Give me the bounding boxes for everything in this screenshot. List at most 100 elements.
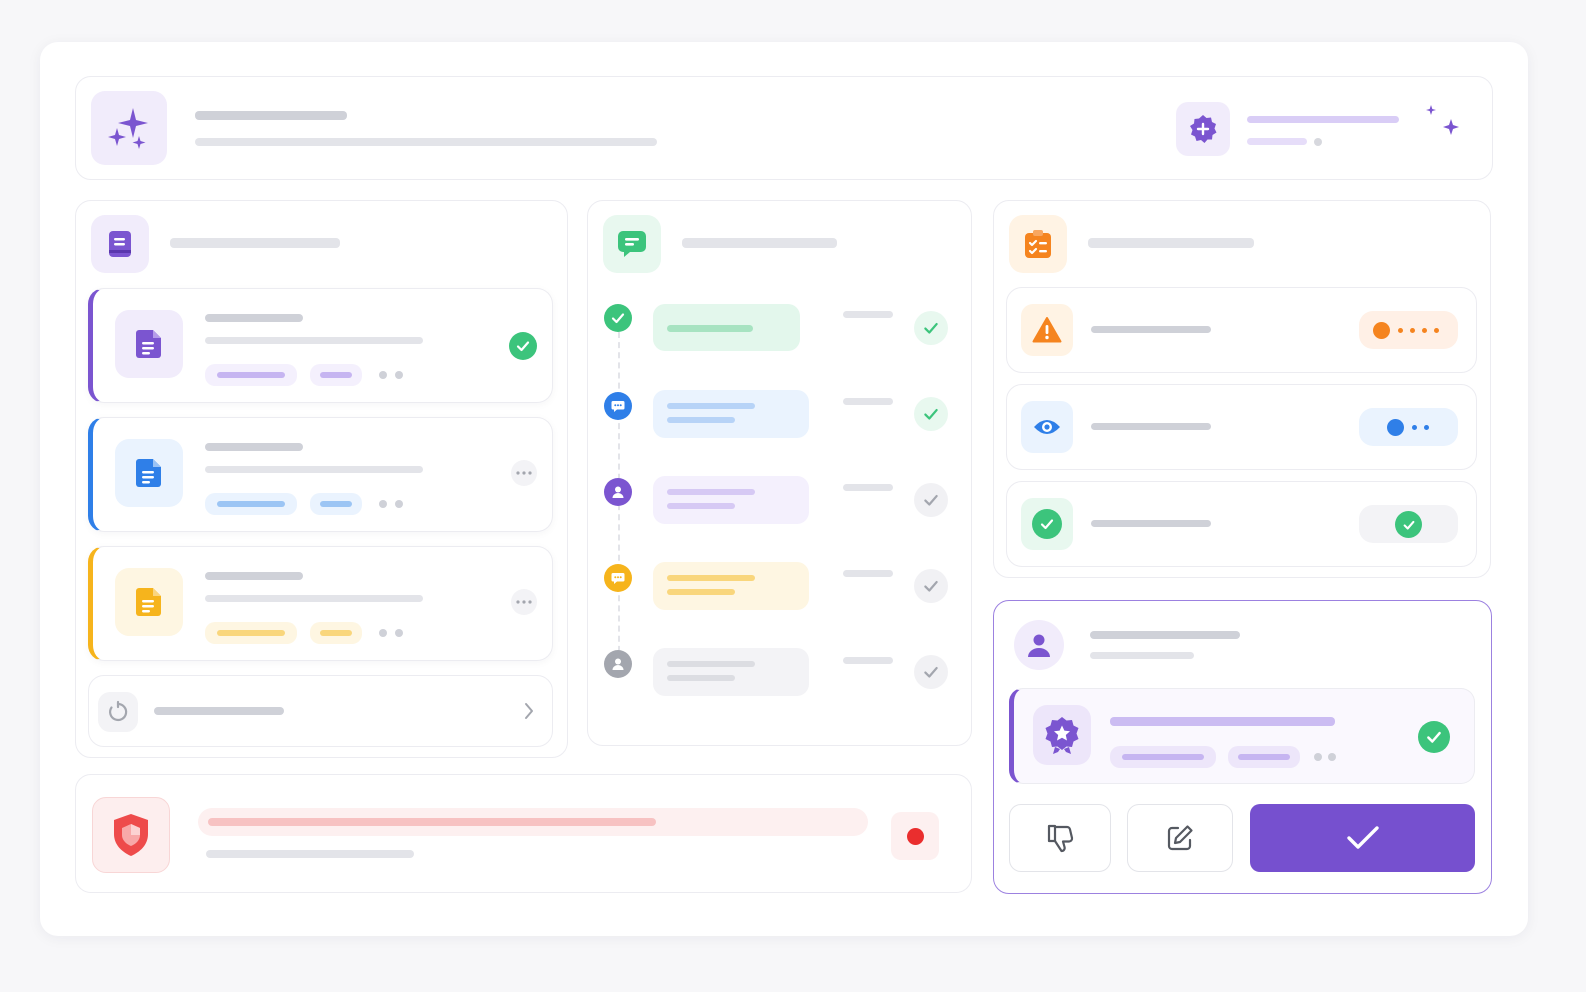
chat-icon	[616, 228, 648, 260]
security-card	[75, 774, 972, 893]
documents-panel-title-placeholder	[170, 238, 340, 248]
check-circle-icon	[1418, 721, 1450, 753]
checklist-icon	[1022, 228, 1054, 260]
document-thumb	[115, 439, 183, 507]
timeline-timestamp-placeholder	[843, 311, 893, 318]
star-badge-tile	[1033, 705, 1091, 765]
profile-status-dot	[1314, 138, 1322, 146]
document-title-placeholder	[205, 572, 303, 580]
timeline-timestamp-placeholder	[843, 570, 893, 577]
documents-panel	[75, 200, 568, 758]
timeline-timestamp-placeholder	[843, 398, 893, 405]
timeline-message[interactable]	[653, 562, 809, 610]
history-row[interactable]	[88, 675, 553, 747]
more-icon[interactable]	[511, 589, 537, 615]
document-icon	[135, 458, 163, 488]
more-dot	[1328, 753, 1336, 761]
star-badge-icon	[1043, 715, 1081, 755]
step-pending-check-icon	[914, 569, 948, 603]
reviewer-avatar	[1014, 620, 1064, 670]
chevron-right-icon[interactable]	[521, 700, 537, 722]
document-item[interactable]	[88, 546, 553, 661]
checklist-item[interactable]	[1006, 287, 1477, 373]
document-item[interactable]	[88, 417, 553, 532]
app-logo	[91, 91, 167, 165]
step-pending-check-icon	[914, 483, 948, 517]
checklist-item[interactable]	[1006, 384, 1477, 470]
warning-icon	[1032, 316, 1062, 344]
timeline-message[interactable]	[653, 476, 809, 524]
conversation-panel	[587, 200, 972, 746]
checklist-panel-title-placeholder	[1088, 238, 1254, 248]
approval-card	[993, 600, 1492, 894]
more-dot	[379, 371, 387, 379]
sparkles-icon	[105, 104, 153, 152]
timeline-message[interactable]	[653, 390, 809, 438]
document-tag	[205, 364, 297, 386]
step-done-check-icon	[914, 311, 948, 345]
security-status-indicator	[891, 812, 939, 860]
reject-button[interactable]	[1009, 804, 1111, 872]
edit-button[interactable]	[1127, 804, 1233, 872]
thumbs-down-icon	[1044, 822, 1076, 854]
timeline-message[interactable]	[653, 648, 809, 696]
plus-badge-icon	[1187, 113, 1219, 145]
status-dot	[906, 827, 924, 845]
edit-icon	[1165, 823, 1195, 853]
document-thumb	[115, 568, 183, 636]
timeline-message[interactable]	[653, 304, 800, 351]
profile-name-placeholder	[1247, 116, 1399, 123]
history-icon	[106, 700, 130, 724]
approval-item-tag	[1110, 746, 1216, 768]
checklist-item-label-placeholder	[1091, 423, 1211, 430]
step-pending-check-icon	[914, 655, 948, 689]
user-icon	[1024, 630, 1054, 660]
header-title-placeholder	[195, 111, 347, 120]
document-desc-placeholder	[205, 595, 423, 602]
checklist-item-label-placeholder	[1091, 326, 1211, 333]
checklist-item[interactable]	[1006, 481, 1477, 567]
documents-panel-icon-tile	[91, 215, 149, 273]
more-dot	[395, 500, 403, 508]
header-card	[75, 76, 1493, 180]
history-label-placeholder	[154, 707, 284, 715]
checklist-panel-icon-tile	[1009, 215, 1067, 273]
more-dot	[395, 629, 403, 637]
document-desc-placeholder	[205, 466, 423, 473]
document-tag	[310, 622, 362, 644]
document-icon	[135, 329, 163, 359]
document-thumb	[115, 310, 183, 378]
timeline-timestamp-placeholder	[843, 484, 893, 491]
eye-icon	[1032, 417, 1062, 437]
checklist-item-label-placeholder	[1091, 520, 1211, 527]
more-dot	[379, 629, 387, 637]
check-circle-icon	[1395, 511, 1422, 538]
step-done-check-icon	[914, 397, 948, 431]
conversation-panel-icon-tile	[603, 215, 661, 273]
user-icon	[604, 478, 632, 506]
conversation-panel-title-placeholder	[682, 238, 837, 248]
more-icon[interactable]	[511, 460, 537, 486]
status-pill	[1359, 311, 1458, 349]
warning-icon-tile	[1021, 304, 1073, 356]
more-dot	[395, 371, 403, 379]
security-message	[198, 808, 868, 836]
document-title-placeholder	[205, 443, 303, 451]
notebook-icon	[105, 229, 135, 259]
security-meta-placeholder	[206, 850, 414, 858]
profile-badge[interactable]	[1176, 102, 1230, 156]
document-title-placeholder	[205, 314, 303, 322]
user-icon	[604, 650, 632, 678]
chat-bubble-icon	[604, 564, 632, 592]
approve-button[interactable]	[1250, 804, 1475, 872]
document-tag	[310, 493, 362, 515]
approval-item-tag	[1228, 746, 1300, 768]
approval-item[interactable]	[1009, 688, 1475, 784]
document-icon	[135, 587, 163, 617]
document-tag	[310, 364, 362, 386]
app-frame	[40, 42, 1528, 936]
reviewer-meta-placeholder	[1090, 652, 1194, 659]
more-dot	[379, 500, 387, 508]
shield-icon-tile	[92, 797, 170, 873]
document-item[interactable]	[88, 288, 553, 403]
